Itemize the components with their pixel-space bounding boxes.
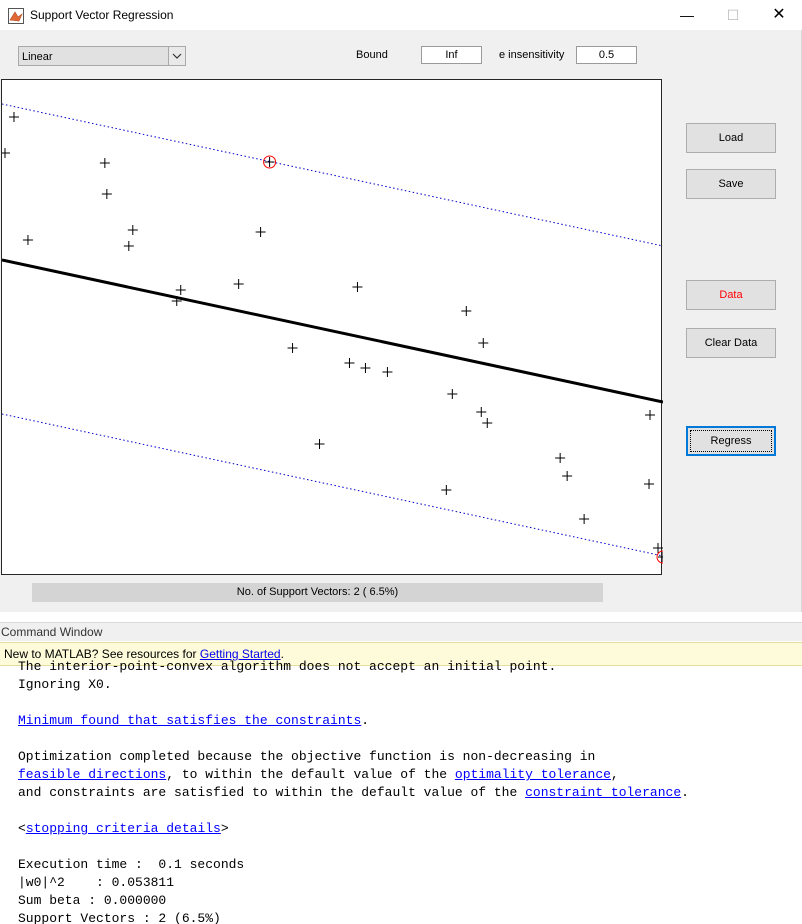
command-window-title: Command Window <box>0 622 802 641</box>
data-point <box>658 552 663 562</box>
data-point <box>441 485 452 495</box>
data-point <box>233 279 244 289</box>
console-link[interactable]: Minimum found that satisfies the constra… <box>18 713 362 728</box>
data-point <box>264 157 275 167</box>
console-line: Execution time : 0.1 seconds <box>18 857 245 872</box>
console-link[interactable]: feasible directions <box>18 767 167 782</box>
window-title: Support Vector Regression <box>30 8 174 22</box>
data-point <box>171 296 182 306</box>
data-point <box>99 158 110 168</box>
console-line: Ignoring X0. <box>18 677 112 692</box>
minimize-icon[interactable]: — <box>680 7 694 23</box>
data-point <box>287 343 298 353</box>
data-point <box>382 367 393 377</box>
data-point <box>360 363 371 373</box>
console-line: Optimization completed because the objec… <box>18 749 596 764</box>
console-line: Sum beta : 0.000000 <box>18 893 167 908</box>
data-point <box>645 410 656 420</box>
bound-input[interactable]: Inf <box>421 46 482 64</box>
data-point <box>461 306 472 316</box>
console-line: The interior-point-convex algorithm does… <box>18 659 557 674</box>
epsilon-input[interactable]: 0.5 <box>576 46 637 64</box>
data-point <box>644 479 655 489</box>
kernel-select[interactable]: Linear <box>18 46 186 66</box>
matlab-logo-icon <box>8 8 24 24</box>
regress-button[interactable]: Regress <box>686 426 776 456</box>
data-button[interactable]: Data <box>686 280 776 310</box>
getting-started-link[interactable]: Getting Started <box>199 647 281 661</box>
console-line: |w0|^2 : 0.053811 <box>18 875 175 890</box>
upper-margin-line <box>2 103 663 247</box>
epsilon-label: e insensitivity <box>499 49 565 61</box>
plot-area[interactable] <box>1 79 663 576</box>
data-point <box>352 282 363 292</box>
data-point <box>8 112 19 122</box>
console-link[interactable]: stopping criteria details <box>25 821 221 836</box>
support-vector-marker <box>656 550 663 564</box>
console-line: Support Vectors : 2 (6.5%) <box>18 911 221 924</box>
data-point <box>478 338 489 348</box>
data-point <box>127 225 138 235</box>
info-text: New to MATLAB? See resources for <box>4 647 200 661</box>
data-point <box>447 389 458 399</box>
console-line: and constraints are satisfied to within … <box>18 785 689 800</box>
data-point <box>476 407 487 417</box>
regression-line <box>2 258 663 404</box>
chevron-down-icon[interactable] <box>168 47 185 65</box>
data-point <box>562 471 573 481</box>
clear-data-button[interactable]: Clear Data <box>686 328 776 358</box>
console-link[interactable]: optimality tolerance <box>454 767 611 782</box>
maximize-icon[interactable]: ☐ <box>726 7 740 23</box>
load-button[interactable]: Load <box>686 123 776 153</box>
close-icon[interactable]: ✕ <box>772 6 786 23</box>
figure-window: Support Vector Regression — ☐ ✕ Linear B… <box>0 0 802 612</box>
data-point <box>555 453 566 463</box>
data-point <box>123 241 134 251</box>
support-vector-marker <box>263 155 277 169</box>
lower-margin-line <box>2 413 663 557</box>
data-point <box>2 148 10 158</box>
console-line: feasible directions, to within the defau… <box>18 767 619 782</box>
bound-label: Bound <box>356 49 388 61</box>
data-point <box>579 514 590 524</box>
data-point <box>482 418 493 428</box>
title-bar: Support Vector Regression — ☐ ✕ <box>0 0 802 30</box>
kernel-select-value: Linear <box>22 51 53 63</box>
data-point <box>653 543 663 553</box>
data-point <box>255 227 266 237</box>
support-vector-status: No. of Support Vectors: 2 ( 6.5%) <box>32 583 603 602</box>
console-line: <stopping criteria details> <box>18 821 229 836</box>
regression-chart[interactable] <box>2 80 663 576</box>
data-point <box>101 189 112 199</box>
console-line: Minimum found that satisfies the constra… <box>18 713 370 728</box>
save-button[interactable]: Save <box>686 169 776 199</box>
info-bar: New to MATLAB? See resources for Getting… <box>0 642 802 666</box>
info-suffix: . <box>280 647 284 661</box>
data-point <box>175 285 186 295</box>
data-point <box>22 235 33 245</box>
data-point <box>314 439 325 449</box>
data-point <box>344 358 355 368</box>
console-link[interactable]: constraint tolerance <box>525 785 682 800</box>
command-window-output[interactable]: The interior-point-convex algorithm does… <box>18 658 802 924</box>
